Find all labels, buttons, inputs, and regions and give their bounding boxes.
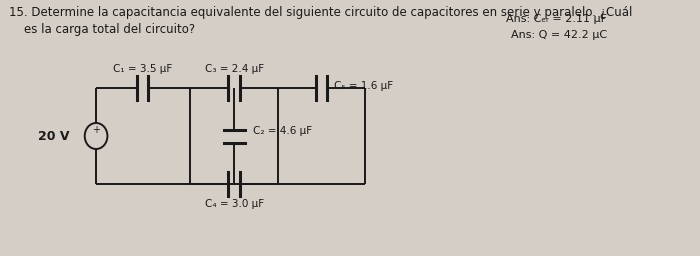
- Text: es la carga total del circuito?: es la carga total del circuito?: [8, 23, 195, 36]
- Text: C₄ = 3.0 μF: C₄ = 3.0 μF: [204, 199, 264, 209]
- Text: C₅ = 1.6 μF: C₅ = 1.6 μF: [334, 81, 393, 91]
- Text: C₃ = 2.4 μF: C₃ = 2.4 μF: [204, 64, 264, 74]
- Text: 20 V: 20 V: [38, 130, 70, 143]
- Text: Ans: Cₑᵣ = 2.11 μF: Ans: Cₑᵣ = 2.11 μF: [506, 14, 607, 24]
- Text: C₁ = 3.5 μF: C₁ = 3.5 μF: [113, 64, 172, 74]
- Text: +: +: [92, 125, 100, 135]
- Text: 15. Determine la capacitancia equivalente del siguiente circuito de capacitores : 15. Determine la capacitancia equivalent…: [8, 6, 632, 19]
- Text: Ans: Q = 42.2 μC: Ans: Q = 42.2 μC: [511, 30, 607, 40]
- Text: C₂ = 4.6 μF: C₂ = 4.6 μF: [253, 126, 312, 136]
